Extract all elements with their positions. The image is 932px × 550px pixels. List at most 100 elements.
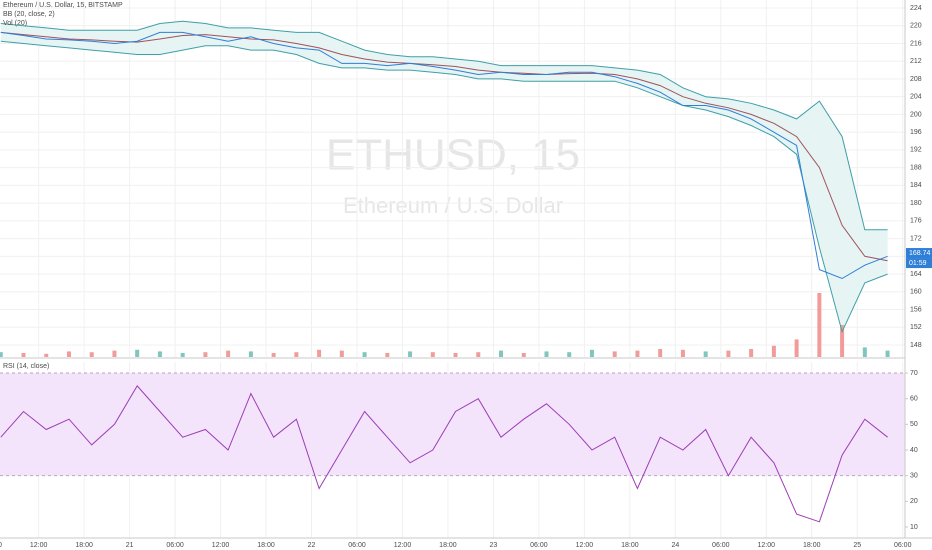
y-tick-label: 156 [910,306,922,313]
volume-bar [726,350,731,357]
volume-bar [294,352,299,357]
volume-bar [771,345,776,357]
band-line [0,31,888,262]
volume-bar [317,349,322,357]
volume-bar [499,350,504,357]
volume-bar [885,350,890,357]
volume-bar [658,349,663,357]
volume-bar [408,351,413,357]
y-tick-label: 40 [910,447,918,454]
volume-bar [817,293,822,357]
volume-bar [66,351,71,357]
rsi-band [0,373,905,476]
plot-layer [0,0,905,538]
volume-bar [362,352,367,357]
volume-bar [862,347,867,357]
volume-bar [226,350,231,357]
y-tick-label: 184 [910,182,922,189]
x-tick-label: 12:00 [758,542,776,549]
volume-bar [794,339,799,357]
x-tick-label: 06:00 [166,542,184,549]
watermark-name: Ethereum / U.S. Dollar [343,193,563,218]
y-tick-label: 176 [910,218,922,225]
volume-bar [589,349,594,357]
volume-bar [635,350,640,357]
x-tick-label: 06:00 [0,542,2,549]
x-tick-label: 12:00 [212,542,230,549]
volume-bar [612,351,617,357]
volume-bar [21,353,26,357]
price-line [0,31,888,280]
price-label-bg [906,248,932,259]
y-tick-label: 10 [910,524,918,531]
x-tick-label: 12:00 [576,542,594,549]
countdown: 01:59 [909,260,927,267]
volume-bar [135,349,140,357]
volume-bar [248,351,253,357]
x-tick-label: 22 [308,542,316,549]
volume-bar [89,352,94,357]
y-tick-label: 164 [910,271,922,278]
y-tick-label: 152 [910,324,922,331]
x-tick-label: 18:00 [803,542,821,549]
y-tick-label: 188 [910,164,922,171]
volume-bar [112,350,117,357]
y-tick-label: 200 [910,111,922,118]
y-tick-label: 196 [910,129,922,136]
volume-bar [840,325,845,357]
y-tick-label: 20 [910,498,918,505]
y-tick-label: 70 [910,370,918,377]
volume-bar [476,352,481,357]
countdown-bg [906,258,932,269]
volume-bar [567,352,572,357]
volume-bar [703,351,708,357]
indicator-label: Vol (20) [3,20,27,27]
y-tick-label: 60 [910,396,918,403]
volume-bar [271,353,276,357]
y-tick-label: 192 [910,147,922,154]
y-tick-label: 172 [910,235,922,242]
watermark-symbol: ETHUSD, 15 [326,131,580,180]
y-tick-label: 216 [910,40,922,47]
x-tick-label: 06:00 [348,542,366,549]
x-tick-label: 18:00 [75,542,93,549]
volume-bar [0,352,3,357]
y-tick-label: 212 [910,58,922,65]
y-tick-label: 224 [910,5,922,12]
y-tick-label: 148 [910,342,922,349]
x-tick-label: 24 [671,542,679,549]
rsi-line [0,385,888,523]
x-tick-label: 06:00 [712,542,730,549]
price-label: 168.74 [909,250,931,257]
volume-bar [749,349,754,357]
volume-bar [521,353,526,357]
y-tick-label: 208 [910,76,922,83]
y-tick-label: 220 [910,23,922,30]
chart-title: Ethereum / U.S. Dollar, 15, BITSTAMP [3,2,123,9]
indicator-label: BB (20, close, 2) [3,11,55,18]
x-tick-label: 25 [853,542,861,549]
volume-bar [385,353,390,357]
volume-bar [453,353,458,357]
x-tick-label: 23 [490,542,498,549]
volume-bar [544,351,549,357]
x-tick-label: 06:00 [894,542,912,549]
x-tick-label: 18:00 [257,542,275,549]
x-tick-label: 21 [126,542,134,549]
x-tick-label: 06:00 [530,542,548,549]
y-tick-label: 50 [910,421,918,428]
x-tick-label: 18:00 [439,542,457,549]
volume-bar [203,352,208,357]
x-tick-label: 12:00 [30,542,48,549]
volume-bar [157,351,162,357]
volume-bar [680,349,685,357]
x-tick-label: 12:00 [394,542,412,549]
y-tick-label: 160 [910,289,922,296]
volume-bar [339,350,344,357]
y-tick-label: 30 [910,472,918,479]
volume-bar [430,352,435,357]
volume-bar [180,353,185,357]
band-line [0,40,888,334]
